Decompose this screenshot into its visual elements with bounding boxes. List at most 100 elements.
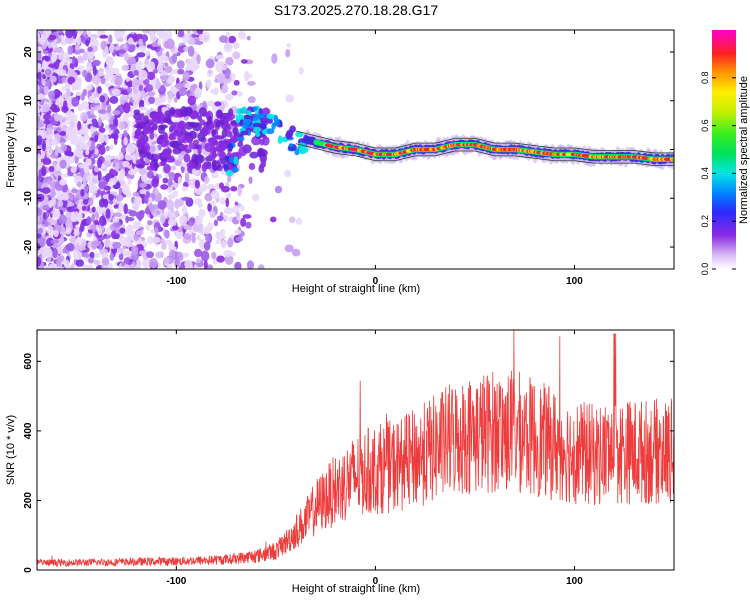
noise-blob: [227, 175, 232, 183]
snr-x-ticks: -100 0 100: [166, 330, 583, 587]
noise-blob: [216, 255, 225, 263]
noise-blob: [141, 172, 147, 183]
ridge-upper-guide: [295, 130, 674, 154]
noise-blob: [90, 35, 97, 47]
noise-blob: [194, 248, 203, 258]
noise-blob: [271, 53, 278, 64]
noise-blob: [64, 259, 70, 269]
noise-blob: [91, 240, 98, 250]
noise-blob: [71, 82, 77, 92]
noise-blob-dense: [162, 148, 172, 156]
noise-blob: [233, 41, 238, 50]
noise-blob: [43, 113, 52, 121]
snr-y-ticks: 0 200 400 600: [23, 353, 674, 573]
noise-blob: [105, 227, 112, 235]
noise-blob: [206, 79, 212, 89]
noise-blob: [204, 192, 213, 202]
noise-blob: [136, 79, 144, 84]
noise-blob: [136, 52, 146, 58]
colorbar: 0.0 0.2 0.4 0.6 0.8 Normalized spectral ampl…: [700, 30, 750, 275]
noise-blob: [114, 77, 119, 86]
noise-blob: [104, 45, 109, 57]
noise-blob: [91, 74, 101, 85]
noise-blob: [138, 84, 143, 92]
noise-blob: [66, 243, 75, 252]
noise-blob: [52, 213, 61, 219]
noise-blob: [66, 131, 71, 140]
ridge-onset-blob: [227, 143, 234, 152]
noise-blob: [238, 31, 247, 40]
noise-blob: [209, 210, 216, 218]
noise-blob: [257, 264, 265, 269]
noise-blob: [211, 171, 219, 179]
noise-blob: [64, 151, 74, 156]
spectrogram-noise-blobs: [37, 30, 304, 269]
ridge-lower-guide: [295, 143, 674, 166]
noise-blob: [37, 71, 42, 81]
noise-blob: [109, 144, 114, 151]
noise-blob: [93, 92, 99, 98]
noise-blob: [66, 68, 75, 78]
noise-blob-dense: [180, 106, 188, 116]
noise-blob: [89, 251, 95, 259]
noise-blob: [74, 44, 81, 52]
noise-blob: [113, 46, 121, 51]
noise-blob: [86, 84, 92, 91]
noise-blob: [89, 224, 96, 230]
colorbar-ticks: 0.0 0.2 0.4 0.6 0.8: [700, 72, 736, 275]
noise-blob: [97, 157, 102, 169]
noise-blob: [153, 96, 162, 106]
noise-blob: [37, 135, 43, 145]
noise-blob-dense: [201, 125, 211, 136]
noise-blob-dense: [143, 115, 149, 126]
noise-blob: [108, 34, 113, 44]
noise-blob: [93, 259, 101, 265]
noise-blob: [109, 200, 114, 205]
noise-blob: [136, 61, 144, 66]
noise-blob: [159, 214, 166, 225]
noise-blob: [42, 49, 49, 55]
noise-blob: [136, 221, 142, 228]
noise-blob: [53, 47, 63, 53]
ridge-onset-blob: [252, 122, 261, 127]
noise-blob: [74, 146, 83, 158]
noise-blob: [94, 134, 99, 141]
noise-blob: [225, 197, 230, 208]
noise-blob-dense: [249, 151, 259, 159]
noise-blob: [221, 64, 227, 71]
noise-blob: [85, 66, 94, 71]
noise-blob: [108, 193, 114, 201]
noise-blob: [286, 43, 291, 48]
noise-blob: [77, 212, 83, 220]
noise-blob: [67, 45, 74, 55]
noise-blob-dense: [172, 142, 179, 147]
noise-blob: [136, 90, 142, 99]
noise-blob: [37, 51, 42, 61]
noise-blob-dense: [163, 117, 172, 123]
colorbar-tick-label: 0.2: [700, 215, 710, 228]
noise-blob: [82, 69, 88, 78]
noise-blob: [83, 164, 90, 174]
spectrogram-x-label: Height of straight line (km): [292, 283, 420, 295]
noise-blob: [52, 247, 58, 259]
noise-blob: [123, 236, 130, 245]
noise-blob: [182, 181, 189, 188]
noise-blob: [70, 236, 77, 243]
noise-blob: [131, 202, 140, 211]
noise-blob: [205, 58, 215, 69]
noise-blob: [60, 193, 70, 201]
noise-blob: [237, 186, 242, 197]
noise-blob: [97, 170, 102, 182]
noise-blob: [155, 210, 161, 215]
colorbar-tick-label: 0.4: [700, 167, 710, 180]
noise-blob: [154, 188, 159, 196]
noise-blob: [37, 256, 42, 267]
noise-blob: [150, 228, 155, 234]
noise-blob: [122, 160, 130, 168]
noise-blob: [66, 120, 71, 125]
noise-blob: [145, 50, 150, 57]
noise-blob-dense: [197, 132, 206, 142]
noise-blob: [285, 49, 291, 58]
snr-frame: [36, 329, 675, 571]
ridge-onset-blob: [267, 117, 273, 124]
